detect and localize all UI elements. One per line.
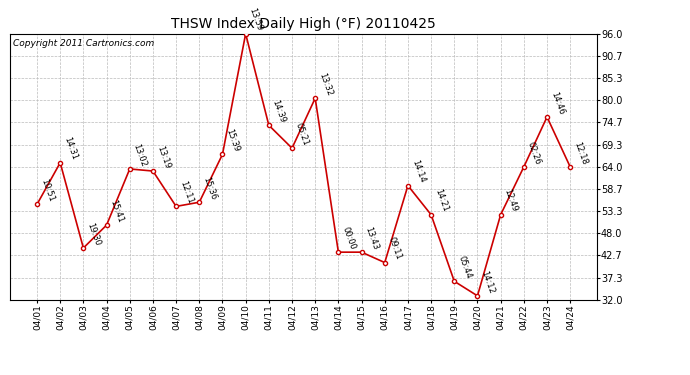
Text: 13:59: 13:59 — [248, 7, 264, 33]
Text: 14:12: 14:12 — [480, 269, 496, 295]
Text: 14:46: 14:46 — [549, 90, 566, 116]
Text: 13:02: 13:02 — [132, 142, 148, 168]
Text: 15:36: 15:36 — [201, 176, 218, 201]
Text: 14:39: 14:39 — [270, 99, 287, 124]
Text: 14:21: 14:21 — [433, 188, 449, 213]
Text: 15:39: 15:39 — [224, 128, 241, 153]
Text: 12:49: 12:49 — [502, 188, 519, 213]
Text: 13:19: 13:19 — [155, 144, 171, 170]
Text: 13:32: 13:32 — [317, 71, 334, 97]
Text: 12:11: 12:11 — [178, 180, 195, 205]
Text: 00:00: 00:00 — [340, 225, 357, 251]
Text: 05:21: 05:21 — [294, 122, 310, 147]
Text: 14:14: 14:14 — [410, 159, 426, 184]
Text: 13:43: 13:43 — [364, 225, 380, 251]
Text: Copyright 2011 Cartronics.com: Copyright 2011 Cartronics.com — [13, 39, 155, 48]
Text: 12:18: 12:18 — [572, 140, 589, 166]
Text: 14:31: 14:31 — [62, 136, 79, 162]
Text: 19:30: 19:30 — [86, 221, 102, 247]
Text: 02:26: 02:26 — [526, 140, 542, 166]
Text: 05:44: 05:44 — [456, 255, 473, 280]
Title: THSW Index Daily High (°F) 20110425: THSW Index Daily High (°F) 20110425 — [171, 17, 436, 31]
Text: 09:11: 09:11 — [386, 236, 403, 261]
Text: 10:51: 10:51 — [39, 178, 55, 203]
Text: 15:41: 15:41 — [108, 198, 125, 224]
